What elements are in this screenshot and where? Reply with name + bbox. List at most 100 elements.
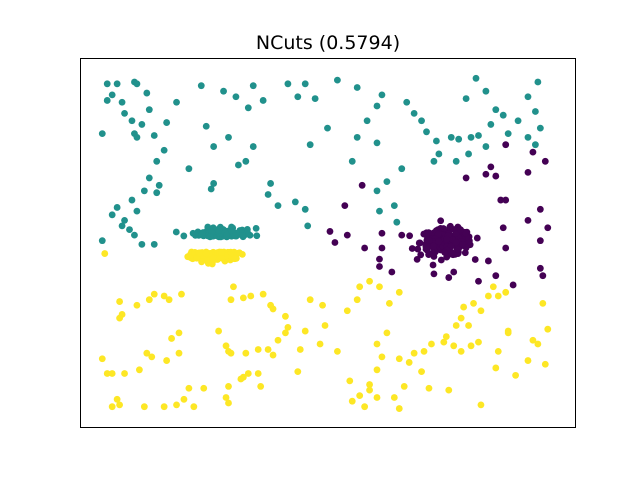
point-cluster-2-91 (420, 347, 428, 355)
point-cluster-1-10 (536, 205, 544, 213)
blob-point-cluster-1-219 (441, 248, 449, 256)
point-cluster-2-38 (257, 383, 265, 390)
point-cluster-0-100 (504, 130, 512, 138)
point-cluster-2-75 (378, 353, 386, 361)
point-cluster-2-118 (452, 322, 460, 329)
point-cluster-0-56 (131, 231, 138, 239)
point-cluster-0-38 (225, 133, 232, 141)
point-cluster-0-47 (185, 165, 193, 173)
blob-point-cluster-0-114 (180, 232, 188, 240)
blob-point-cluster-0-126 (223, 231, 230, 239)
point-cluster-0-7 (145, 106, 153, 114)
point-cluster-2-0 (101, 250, 109, 257)
point-cluster-0-93 (467, 133, 475, 141)
point-cluster-0-53 (108, 211, 116, 219)
point-cluster-1-17 (492, 272, 500, 280)
point-cluster-1-5 (492, 172, 500, 180)
point-cluster-1-30 (378, 229, 386, 237)
point-cluster-2-31 (225, 399, 232, 407)
point-cluster-0-13 (173, 98, 180, 106)
point-cluster-0-37 (242, 157, 250, 165)
point-cluster-0-79 (390, 202, 398, 210)
blob-point-cluster-1-209 (423, 231, 430, 239)
point-cluster-0-58 (98, 237, 106, 245)
point-cluster-2-109 (504, 329, 512, 337)
point-cluster-2-82 (348, 397, 356, 405)
point-cluster-2-12 (175, 349, 183, 357)
blob-point-cluster-1-191 (473, 234, 481, 242)
blob-point-cluster-2-123 (195, 249, 203, 257)
point-cluster-0-16 (150, 132, 158, 139)
point-cluster-1-18 (536, 264, 544, 272)
point-cluster-1-31 (398, 231, 406, 239)
point-cluster-2-63 (321, 322, 329, 329)
point-cluster-2-60 (301, 327, 309, 335)
point-cluster-2-92 (428, 340, 435, 348)
point-cluster-2-13 (163, 357, 171, 364)
point-cluster-0-74 (433, 137, 440, 145)
point-cluster-2-84 (390, 394, 398, 401)
point-cluster-1-36 (326, 228, 334, 235)
point-cluster-2-110 (494, 347, 502, 355)
point-cluster-2-47 (247, 292, 255, 300)
point-cluster-2-26 (173, 401, 180, 409)
point-cluster-0-51 (133, 207, 141, 215)
point-cluster-0-40 (210, 143, 218, 150)
point-cluster-0-81 (472, 74, 480, 82)
point-cluster-2-81 (361, 403, 369, 411)
point-cluster-2-119 (445, 386, 453, 394)
blob-point-cluster-1-183 (414, 245, 422, 253)
point-cluster-2-20 (108, 370, 116, 377)
blob-point-cluster-2-128 (217, 253, 225, 261)
point-cluster-0-31 (373, 102, 381, 110)
point-cluster-1-4 (487, 163, 495, 171)
blob-point-cluster-2-116 (202, 250, 210, 257)
point-cluster-2-17 (121, 370, 128, 377)
point-cluster-2-87 (418, 368, 425, 376)
point-cluster-0-11 (128, 117, 136, 125)
blob-point-cluster-1-211 (432, 248, 439, 256)
point-cluster-0-60 (150, 240, 158, 248)
blob-point-cluster-0-59 (204, 223, 212, 231)
blob-point-cluster-1-218 (459, 241, 467, 248)
point-cluster-2-72 (385, 299, 393, 307)
point-cluster-2-56 (254, 346, 262, 353)
point-cluster-0-49 (207, 185, 215, 193)
point-cluster-2-116 (539, 299, 547, 307)
point-cluster-0-65 (301, 205, 309, 213)
point-cluster-2-42 (222, 342, 230, 350)
point-cluster-0-26 (301, 80, 309, 88)
point-cluster-1-32 (378, 244, 386, 252)
point-cluster-2-23 (108, 403, 116, 411)
point-cluster-2-117 (541, 360, 549, 368)
blob-point-cluster-2-129 (217, 249, 225, 256)
point-cluster-2-36 (244, 370, 252, 377)
point-cluster-2-7 (165, 296, 173, 304)
point-cluster-2-24 (140, 403, 148, 411)
point-cluster-2-74 (373, 340, 381, 348)
point-cluster-0-103 (532, 141, 539, 149)
point-cluster-1-1 (529, 148, 537, 156)
point-cluster-2-9 (116, 314, 123, 322)
blob-point-cluster-1-180 (454, 246, 462, 254)
point-cluster-2-114 (534, 340, 542, 348)
point-cluster-2-5 (150, 290, 158, 298)
point-cluster-0-20 (232, 93, 240, 101)
point-cluster-2-62 (319, 301, 326, 309)
blob-point-cluster-0-127 (191, 231, 199, 239)
point-cluster-2-33 (225, 383, 232, 390)
point-cluster-1-9 (502, 196, 510, 204)
point-cluster-2-98 (475, 338, 482, 346)
point-cluster-2-53 (282, 329, 289, 337)
point-cluster-0-35 (235, 161, 242, 169)
point-cluster-2-102 (470, 299, 477, 307)
point-cluster-1-0 (541, 157, 549, 165)
point-cluster-0-32 (363, 117, 371, 125)
point-cluster-0-50 (128, 196, 136, 204)
point-cluster-0-24 (284, 80, 292, 88)
point-cluster-0-87 (447, 133, 455, 141)
point-cluster-0-69 (373, 139, 381, 147)
blob-point-cluster-1-154 (461, 249, 469, 257)
point-cluster-1-23 (445, 274, 453, 281)
blob-point-cluster-1-158 (408, 245, 416, 252)
